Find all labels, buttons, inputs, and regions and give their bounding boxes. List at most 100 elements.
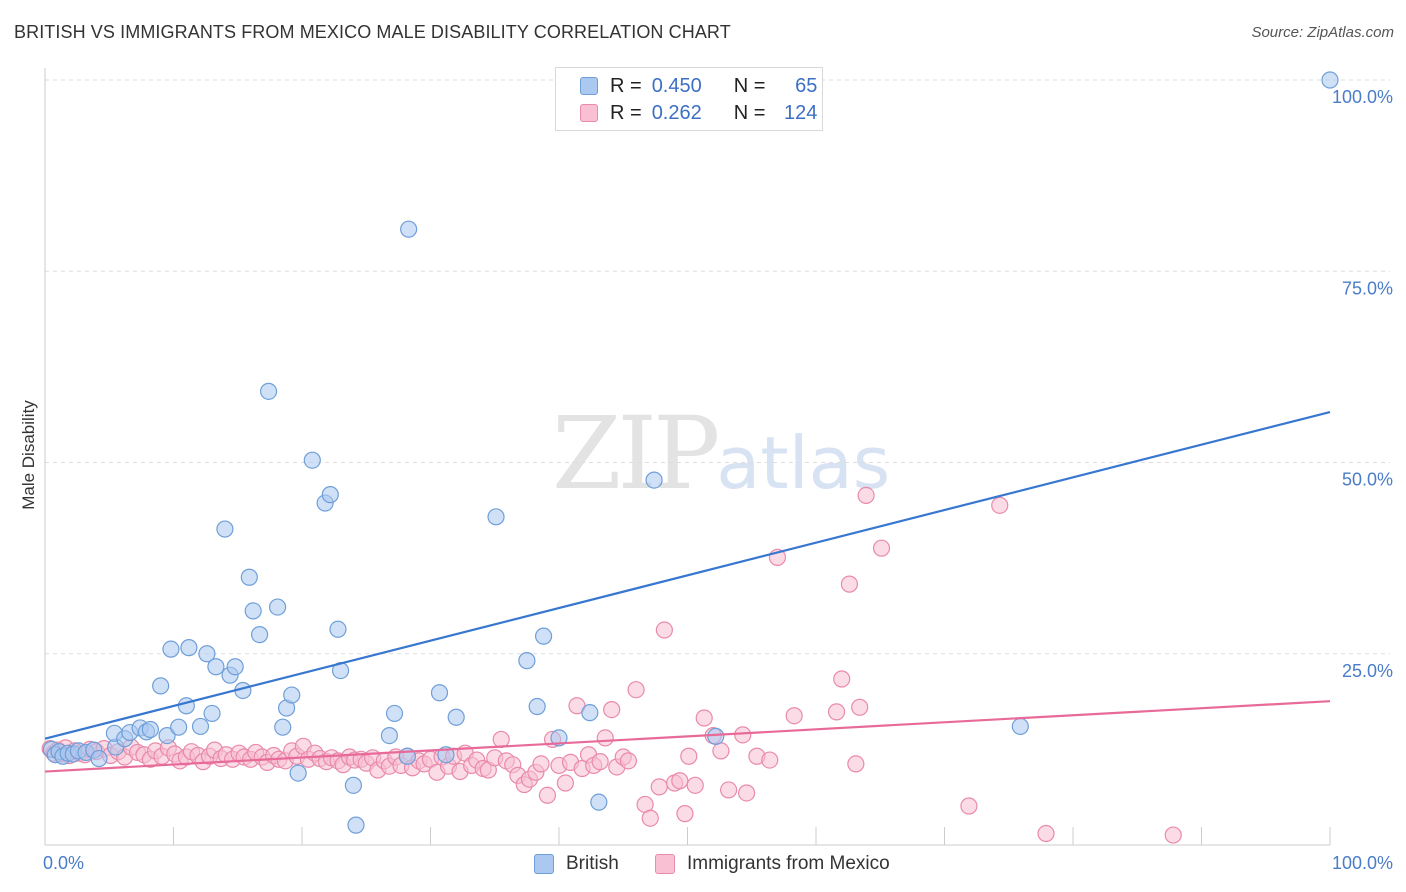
- legend-item-british[interactable]: British: [534, 853, 619, 875]
- mexico-point-107: [671, 772, 689, 790]
- mexico-point-89: [556, 774, 575, 792]
- legend-item-mexico[interactable]: Immigrants from Mexico: [655, 853, 890, 875]
- british-point-51: [430, 684, 449, 702]
- british-point-56: [528, 697, 546, 716]
- y-tick-label-100: 100.0%: [1332, 87, 1393, 107]
- british-point-21: [177, 697, 195, 715]
- mexico-n-value: 124: [784, 101, 818, 124]
- british-point-39: [289, 764, 307, 782]
- x-tick-label-min: 0.0%: [43, 853, 84, 873]
- british-trend-line: [44, 410, 1331, 740]
- mexico-point-104: [650, 778, 668, 796]
- mexico-point-123: [840, 575, 859, 593]
- mexico-trend-line: [44, 700, 1331, 773]
- british-point-42: [321, 486, 339, 504]
- british-point-49: [400, 220, 418, 238]
- mexico-point-115: [738, 784, 756, 802]
- british-n-label: N =: [733, 74, 766, 97]
- british-r-label: R =: [610, 74, 642, 97]
- british-point-54: [487, 508, 505, 526]
- mexico-point-110: [686, 776, 704, 794]
- british-point-25: [203, 704, 221, 723]
- british-point-20: [170, 718, 188, 736]
- y-tick-label-75: 75.0%: [1342, 278, 1393, 298]
- mexico-point-120: [785, 707, 803, 725]
- mexico-point-100: [619, 752, 637, 770]
- mexico-n-label: N =: [733, 101, 766, 124]
- legend-row-british: R = 0.450 N = 65: [580, 73, 817, 99]
- source-label: Source: ZipAtlas.com: [1251, 24, 1394, 41]
- british-point-35: [268, 598, 287, 616]
- british-point-60: [590, 793, 608, 811]
- legend-mexico-swatch: [655, 854, 675, 874]
- british-point-29: [226, 658, 244, 676]
- british-n-value: 65: [795, 74, 818, 97]
- british-point-47: [380, 727, 398, 745]
- legend-british-swatch: [534, 854, 554, 874]
- legend-row-mexico: R = 0.262 N = 124: [580, 100, 817, 126]
- mexico-point-111: [695, 709, 713, 727]
- british-point-58: [550, 729, 568, 747]
- mexico-point-96: [596, 729, 614, 747]
- british-point-43: [329, 620, 347, 638]
- mexico-point-130: [1037, 824, 1055, 843]
- british-point-17: [152, 677, 170, 695]
- mexico-point-105: [655, 621, 673, 639]
- mexico-r-label: R =: [610, 101, 642, 124]
- mexico-point-113: [712, 742, 730, 760]
- mexico-point-118: [761, 751, 779, 769]
- mexico-point-101: [627, 681, 645, 699]
- mexico-point-122: [833, 670, 851, 688]
- x-tick-label-max: 100.0%: [1332, 853, 1393, 873]
- british-point-48: [385, 704, 404, 723]
- mexico-point-109: [680, 747, 698, 765]
- british-point-32: [244, 602, 262, 620]
- british-point-27: [216, 520, 234, 538]
- british-point-46: [347, 816, 365, 834]
- legend-mexico-label: Immigrants from Mexico: [687, 853, 890, 874]
- y-tick-label-25: 25.0%: [1342, 661, 1393, 681]
- british-point-53: [447, 708, 465, 726]
- mexico-swatch: [580, 104, 598, 122]
- british-point-36: [274, 718, 292, 736]
- y-axis-label: Male Disability: [19, 400, 38, 510]
- mexico-point-126: [857, 486, 875, 504]
- british-point-34: [259, 382, 278, 400]
- mexico-point-124: [847, 755, 865, 773]
- british-point-64: [1321, 71, 1339, 89]
- mexico-point-108: [676, 805, 694, 823]
- british-point-9: [90, 749, 108, 768]
- british-r-value: 0.450: [651, 74, 702, 97]
- british-point-63: [1011, 717, 1029, 736]
- british-point-23: [191, 717, 210, 736]
- series-legend: British Immigrants from Mexico: [0, 850, 1406, 880]
- british-point-33: [250, 626, 269, 644]
- mexico-point-85: [532, 755, 550, 773]
- british-point-31: [240, 568, 258, 586]
- legend-british-label: British: [566, 853, 619, 874]
- british-point-40: [303, 451, 321, 469]
- british-point-22: [180, 639, 198, 657]
- watermark-zip: ZIP: [552, 395, 720, 512]
- mexico-point-121: [827, 703, 846, 721]
- british-point-62: [707, 727, 725, 745]
- mexico-point-127: [872, 539, 891, 557]
- mexico-r-value: 0.262: [651, 101, 702, 124]
- british-point-26: [207, 658, 225, 676]
- mexico-point-97: [603, 700, 621, 719]
- mexico-point-128: [960, 797, 978, 815]
- mexico-point-125: [851, 698, 869, 716]
- british-point-19: [162, 640, 180, 658]
- british-swatch: [580, 77, 598, 95]
- british-point-59: [581, 704, 599, 722]
- mexico-point-129: [991, 496, 1009, 514]
- correlation-legend: R = 0.450 N = 65 R = 0.262 N = 124: [555, 67, 823, 131]
- british-point-61: [645, 471, 663, 489]
- chart-title: BRITISH VS IMMIGRANTS FROM MEXICO MALE D…: [14, 22, 731, 42]
- mexico-point-86: [538, 786, 557, 804]
- british-point-57: [534, 627, 553, 645]
- mexico-point-114: [720, 781, 738, 799]
- british-point-45: [344, 776, 362, 794]
- mexico-point-116: [734, 726, 752, 744]
